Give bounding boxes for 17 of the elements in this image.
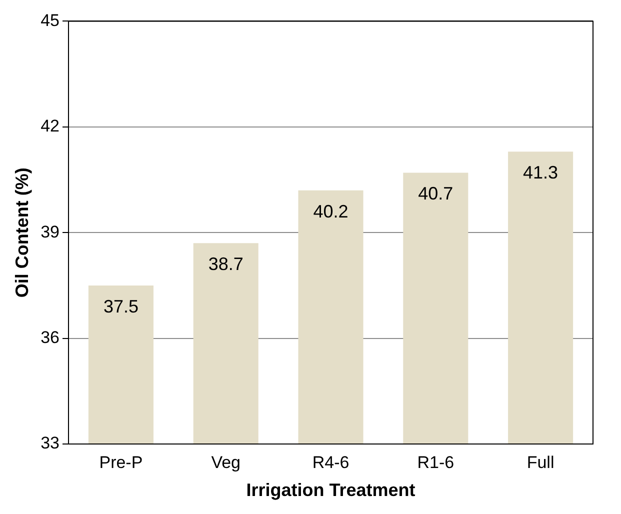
y-tick-label: 33 <box>40 434 60 453</box>
data-label: 40.7 <box>418 184 454 204</box>
x-tick-label: Pre-P <box>99 452 143 472</box>
y-tick-label: 36 <box>40 328 60 347</box>
data-label: 38.7 <box>208 254 244 274</box>
data-label: 37.5 <box>103 296 138 316</box>
y-axis-title: Oil Content (%) <box>12 168 32 298</box>
data-label: 41.3 <box>523 162 558 183</box>
x-axis-title: Irrigation Treatment <box>246 480 416 500</box>
x-tick-label: R1-6 <box>417 452 454 472</box>
x-tick-label: Veg <box>211 452 241 472</box>
y-tick-label: 45 <box>40 10 60 30</box>
y-tick-label: 39 <box>40 222 60 242</box>
data-label: 40.2 <box>313 201 348 222</box>
y-tick-label: 42 <box>40 116 60 136</box>
x-tick-label: R4-6 <box>312 452 350 472</box>
x-tick-label: Full <box>526 452 554 472</box>
